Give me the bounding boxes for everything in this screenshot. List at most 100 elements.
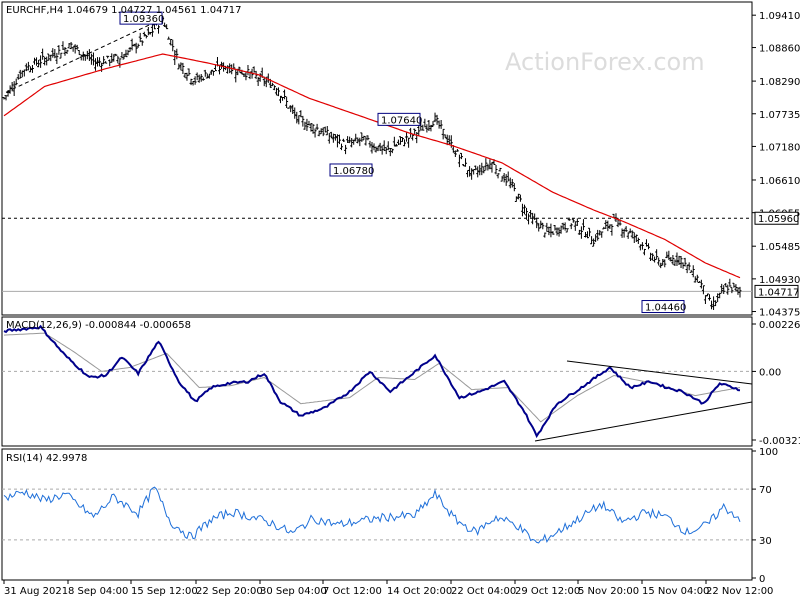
price-bar — [443, 134, 447, 139]
time-tick-label: 22 Sep 20:00 — [196, 586, 263, 597]
price-bar — [378, 142, 382, 152]
price-bar — [470, 168, 474, 180]
price-bar — [630, 230, 634, 239]
price-bar — [366, 135, 370, 141]
price-bar — [193, 76, 197, 85]
time-tick-label: 22 Oct 04:00 — [451, 586, 516, 597]
price-bar — [610, 224, 614, 236]
price-bar — [281, 96, 285, 101]
price-bar — [18, 69, 22, 79]
price-bar — [567, 217, 571, 221]
price-bar — [539, 220, 543, 229]
price-bar — [606, 220, 610, 232]
price-bar — [551, 231, 555, 235]
price-bar — [39, 55, 43, 68]
price-bar — [138, 32, 142, 43]
price-bar — [65, 49, 69, 55]
time-tick-label: 29 Oct 12:00 — [515, 586, 580, 597]
price-bar — [150, 23, 154, 37]
price-bar — [683, 257, 687, 267]
price-bar — [315, 123, 319, 130]
price-bar — [53, 48, 57, 59]
price-bar — [41, 48, 45, 60]
price-bar — [270, 82, 274, 87]
price-bar — [573, 221, 577, 231]
price-bar — [85, 50, 89, 60]
price-tick-label: 1.08860 — [759, 44, 800, 55]
price-bar — [557, 227, 561, 237]
price-bar — [372, 143, 376, 151]
current-price-label: 1.04717 — [758, 287, 799, 298]
price-tick-label: 1.08290 — [759, 77, 800, 88]
price-bar — [659, 262, 663, 269]
price-bar — [189, 78, 193, 86]
price-bar — [655, 249, 659, 260]
price-bar — [157, 25, 161, 34]
price-bar — [718, 292, 722, 299]
price-bar — [482, 166, 486, 174]
price-bar — [628, 228, 632, 234]
price-bar — [592, 238, 596, 247]
price-bar — [323, 126, 327, 133]
level-label: 1.05960 — [758, 214, 799, 225]
price-bar — [514, 196, 518, 202]
price-bar — [669, 256, 673, 262]
price-bar — [687, 262, 691, 271]
price-bar — [120, 51, 124, 58]
price-bar — [301, 115, 305, 127]
price-bar — [636, 237, 640, 244]
price-bar — [642, 248, 646, 256]
price-bar — [91, 52, 95, 66]
macd-tick-label: 0.00226 — [759, 320, 800, 331]
price-bar — [79, 54, 83, 61]
price-bar — [319, 128, 323, 135]
price-bar — [720, 283, 724, 294]
price-bar — [738, 286, 742, 298]
price-bar — [417, 124, 421, 136]
price-bar — [26, 61, 30, 71]
price-bar — [675, 252, 679, 266]
price-bar — [405, 131, 409, 142]
price-bar — [37, 59, 41, 68]
price-bar — [520, 203, 524, 217]
price-bar — [47, 53, 51, 61]
price-bar — [12, 81, 16, 97]
price-bar — [329, 131, 333, 139]
price-bar — [71, 46, 75, 52]
price-bar — [689, 269, 693, 273]
price-bar — [705, 293, 709, 297]
price-bar — [626, 232, 630, 239]
price-bar — [289, 105, 293, 113]
price-bar — [518, 194, 522, 202]
price-bar — [691, 265, 695, 278]
price-bar — [116, 55, 120, 64]
price-bar — [382, 140, 386, 151]
price-bar — [163, 22, 167, 27]
price-bar — [258, 73, 262, 82]
price-bar — [4, 95, 8, 101]
price-bar — [59, 52, 63, 59]
price-bar — [307, 120, 311, 126]
price-bar — [148, 32, 152, 35]
price-bar — [581, 219, 585, 231]
price-tick-label: 1.07180 — [759, 142, 800, 153]
price-bar — [93, 58, 97, 71]
price-bar — [634, 234, 638, 243]
price-bar — [667, 250, 671, 260]
price-bar — [413, 128, 417, 135]
price-bar — [77, 50, 81, 56]
price-bar — [140, 40, 144, 46]
price-bar — [331, 133, 335, 143]
rsi-line — [3, 486, 741, 544]
annotation-label: 1.06780 — [333, 166, 374, 177]
price-bar — [291, 104, 295, 115]
price-bar — [561, 222, 565, 230]
price-bar — [415, 132, 419, 144]
price-bar — [311, 124, 315, 134]
price-bar — [547, 226, 551, 236]
price-bar — [35, 57, 39, 66]
price-bar — [274, 87, 278, 96]
price-bar — [403, 139, 407, 147]
price-bar — [14, 78, 18, 86]
price-bar — [108, 59, 112, 67]
